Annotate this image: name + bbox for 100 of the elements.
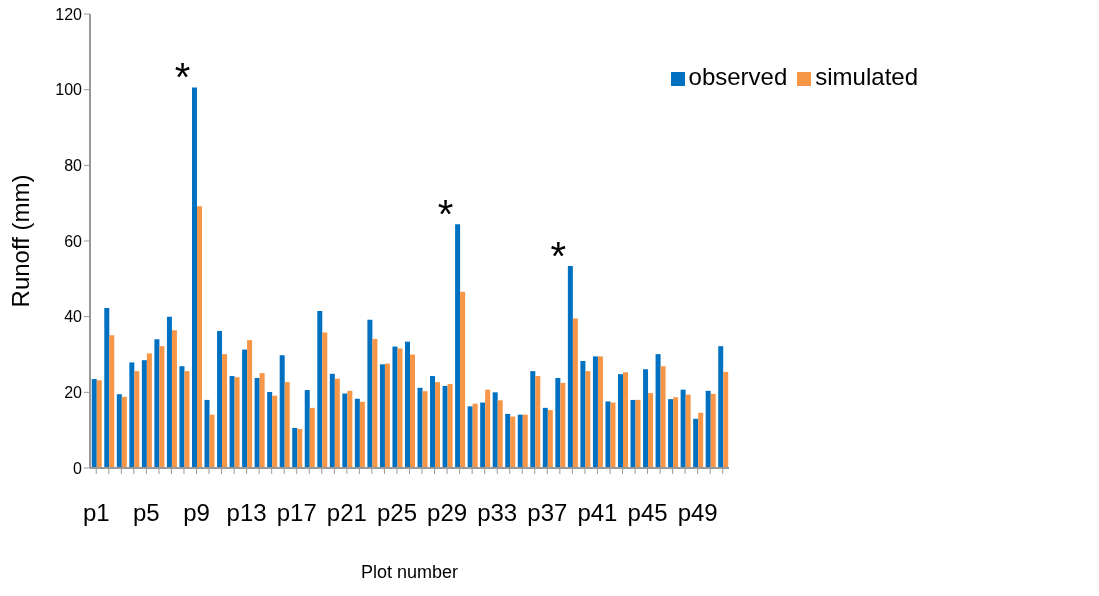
bar xyxy=(492,392,498,468)
bar xyxy=(166,316,172,468)
y-tick-label: 60 xyxy=(64,232,83,250)
bar xyxy=(141,360,147,468)
bar xyxy=(392,346,398,468)
bar xyxy=(96,380,102,468)
bar xyxy=(585,371,591,468)
bar xyxy=(435,382,441,468)
bar xyxy=(284,382,290,468)
bar xyxy=(367,319,373,468)
bar xyxy=(635,399,641,468)
x-tick-label: p41 xyxy=(577,499,618,527)
bar xyxy=(673,397,679,468)
bar xyxy=(359,401,365,468)
bar xyxy=(422,391,428,468)
bar xyxy=(222,354,228,468)
y-tick-label: 0 xyxy=(73,459,83,477)
bar xyxy=(467,406,473,468)
bar xyxy=(309,407,315,468)
bar xyxy=(622,372,628,468)
bar xyxy=(510,416,516,468)
legend-label: simulated xyxy=(815,63,918,90)
y-tick-label: 120 xyxy=(55,5,83,23)
bar xyxy=(259,373,265,468)
bar xyxy=(517,414,523,468)
bar xyxy=(322,332,328,468)
bar xyxy=(354,398,360,468)
bar xyxy=(605,401,611,468)
bar xyxy=(292,427,298,468)
bar xyxy=(442,385,448,468)
bar xyxy=(204,399,210,468)
bar xyxy=(723,371,729,468)
bar xyxy=(480,402,486,468)
bar xyxy=(372,338,378,468)
bar xyxy=(146,353,152,468)
bar xyxy=(685,394,691,468)
bar xyxy=(648,393,654,468)
legend-label: observed xyxy=(688,63,788,90)
bar xyxy=(535,376,541,468)
bar xyxy=(630,399,636,468)
bar xyxy=(542,407,548,468)
y-axis-title: Runoff (mm) xyxy=(6,174,34,308)
annotation: * xyxy=(174,55,191,100)
bar xyxy=(530,371,536,468)
bar xyxy=(580,360,586,468)
bar xyxy=(447,384,453,468)
bar xyxy=(547,410,553,468)
bar xyxy=(567,265,573,468)
bar xyxy=(247,340,253,468)
bar xyxy=(304,390,310,468)
x-tick-label: p37 xyxy=(527,499,568,527)
bar xyxy=(610,402,616,468)
bar xyxy=(472,403,478,468)
annotation: * xyxy=(550,233,567,278)
bar xyxy=(191,87,197,468)
bar xyxy=(404,341,410,468)
bar xyxy=(334,378,340,468)
bar xyxy=(555,377,561,468)
x-tick-label: p9 xyxy=(183,499,210,527)
bar xyxy=(279,355,285,468)
bar xyxy=(159,346,165,468)
y-tick-label: 20 xyxy=(64,384,83,402)
bar xyxy=(329,373,335,468)
bar xyxy=(693,418,699,468)
bar xyxy=(184,371,190,468)
bar xyxy=(485,389,491,468)
bar xyxy=(680,389,686,468)
x-tick-label: p25 xyxy=(376,499,417,527)
bar xyxy=(104,307,110,468)
bar xyxy=(267,391,273,468)
x-axis-title: Plot number xyxy=(360,562,459,582)
bar xyxy=(154,339,160,468)
bar xyxy=(384,363,390,468)
y-tick-label: 40 xyxy=(64,308,83,326)
y-tick-label: 100 xyxy=(55,81,83,99)
bar xyxy=(297,429,303,468)
bar xyxy=(655,354,661,468)
bar xyxy=(109,335,115,468)
bar xyxy=(643,369,649,468)
bar xyxy=(347,390,353,468)
bar xyxy=(171,330,177,468)
bar xyxy=(617,374,623,468)
bar xyxy=(660,366,666,468)
bar xyxy=(705,390,711,468)
bar xyxy=(397,348,403,468)
bar xyxy=(116,394,122,468)
bar xyxy=(597,356,603,468)
bar xyxy=(592,356,598,468)
bar xyxy=(497,400,503,468)
bar xyxy=(710,393,716,468)
x-tick-label: p13 xyxy=(226,499,267,527)
x-tick-label: p5 xyxy=(133,499,160,527)
bar xyxy=(234,377,240,468)
x-tick-label: p33 xyxy=(477,499,518,527)
bar xyxy=(455,224,461,468)
y-tick-label: 80 xyxy=(64,157,83,175)
bar xyxy=(121,396,127,468)
bar xyxy=(134,371,140,468)
bar xyxy=(342,393,348,468)
x-tick-label: p29 xyxy=(427,499,468,527)
